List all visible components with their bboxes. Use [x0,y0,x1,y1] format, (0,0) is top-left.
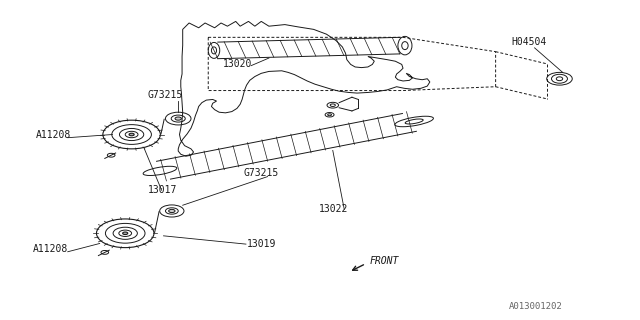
Text: 13017: 13017 [148,186,177,196]
Text: A11208: A11208 [33,244,68,254]
Text: 13019: 13019 [246,239,276,249]
Text: 13020: 13020 [223,59,252,69]
Ellipse shape [129,133,134,136]
Ellipse shape [175,117,181,120]
Text: G73215: G73215 [148,90,183,100]
Text: G73215: G73215 [243,168,278,178]
Text: A11208: A11208 [36,130,71,140]
Text: 13022: 13022 [319,204,348,214]
Text: A013001202: A013001202 [508,302,562,311]
Text: H04504: H04504 [511,37,547,47]
Ellipse shape [169,209,175,212]
Ellipse shape [123,232,128,235]
Text: FRONT: FRONT [370,256,399,266]
